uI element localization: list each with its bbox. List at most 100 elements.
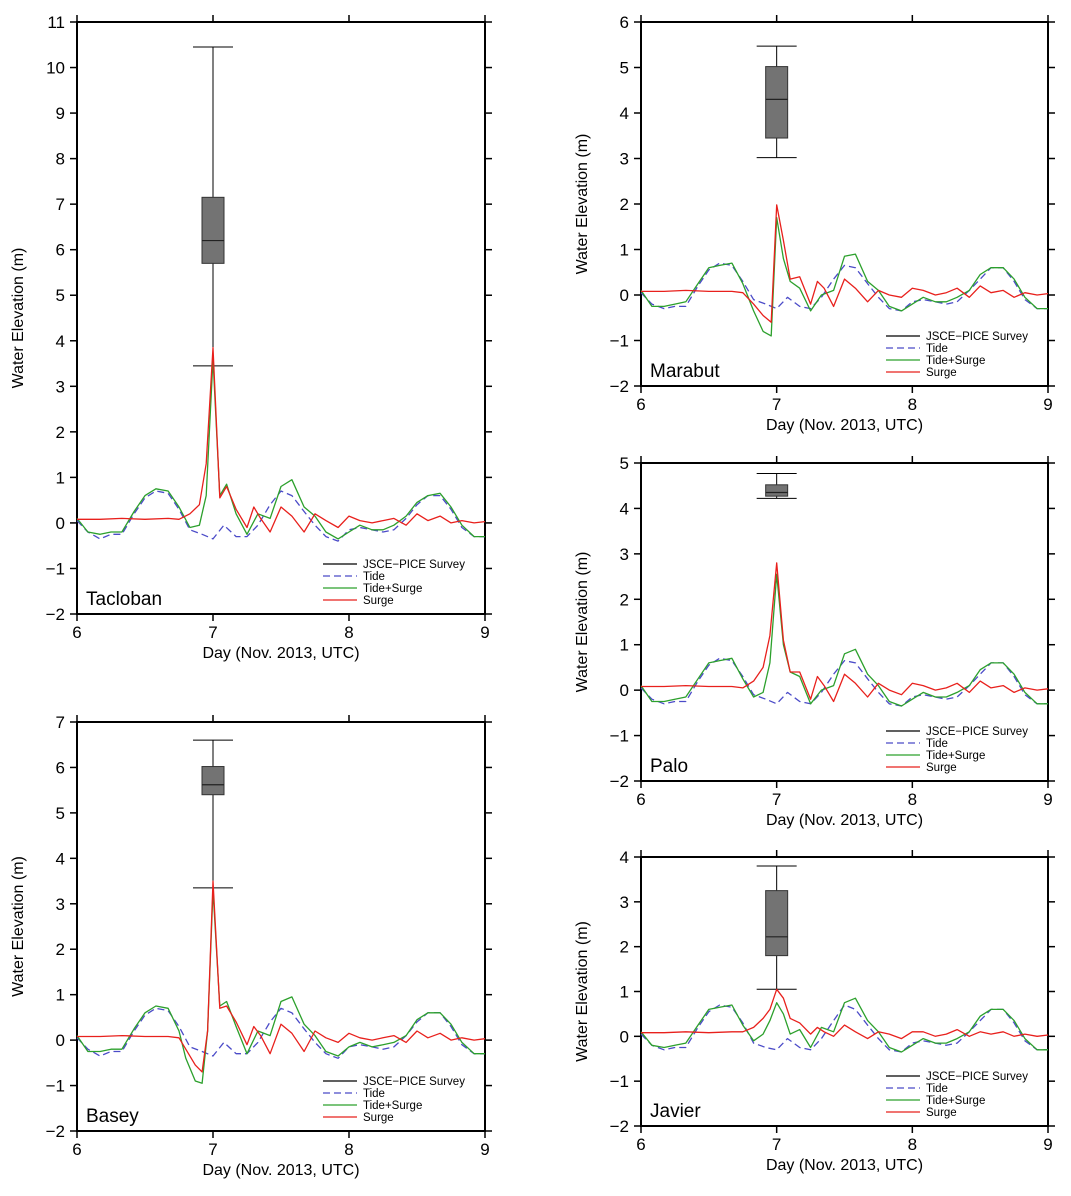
x-axis-label: Day (Nov. 2013, UTC) [766,1157,923,1174]
legend-label: Surge [363,595,394,607]
y-tick-label: 8 [56,150,65,169]
legend-label: Surge [926,762,957,774]
legend-label: Surge [926,1107,957,1119]
y-tick-label: 3 [56,895,65,914]
y-tick-label: 5 [620,59,629,78]
y-tick-label: 4 [620,104,629,123]
y-tick-label: 0 [620,286,629,305]
series-surge [77,880,486,1073]
y-tick-label: 1 [620,983,629,1002]
x-tick-label: 6 [72,1140,81,1159]
legend-label: Tide [926,738,948,750]
survey-boxplot [193,46,233,367]
legend-label: JSCE−PICE Survey [363,1076,465,1088]
survey-box [765,484,789,497]
survey-box [765,66,789,139]
series-surge [641,988,1049,1040]
station-name: Tacloban [86,589,162,610]
series-tide-plus-surge [76,889,485,1084]
x-tick-label: 7 [208,1140,217,1159]
y-tick-label: 2 [620,590,629,609]
plot-frame [640,856,1049,1127]
y-tick-label: 10 [46,59,65,78]
legend-label: Tide [926,1083,948,1095]
legend-label: Tide+Surge [926,750,985,762]
y-tick-label: −1 [46,1077,65,1096]
series-tide [76,1007,485,1059]
survey-boxplot [193,739,233,889]
x-tick-label: 8 [908,395,917,414]
x-tick-label: 7 [772,395,781,414]
series-tide [640,657,1048,707]
y-tick-label: 4 [620,848,629,867]
x-tick-label: 9 [1043,1135,1052,1154]
legend-label: Tide+Surge [363,1100,422,1112]
legend-label: Surge [926,367,957,379]
survey-box [201,196,225,264]
survey-boxplot [756,472,797,499]
station-name: Marabut [650,361,720,382]
y-tick-label: −2 [46,1122,65,1141]
survey-boxplot [756,45,797,159]
y-tick-label: 2 [620,938,629,957]
y-tick-label: 6 [620,13,629,32]
y-tick-label: 11 [47,13,65,32]
x-tick-label: 8 [344,623,353,642]
legend-label: JSCE−PICE Survey [363,559,465,571]
panel-palo: −2 −1 0 1 2 3 4 5 6 7 8 9 Day (Nov. 2013, UTC) Water … [574,454,1055,829]
y-tick-label: 3 [56,377,65,396]
y-tick-label: 4 [56,332,65,351]
station-name: Javier [650,1101,701,1122]
y-axis-label: Water Elevation (m) [574,921,591,1062]
y-tick-label: 1 [56,468,65,487]
x-axis-label: Day (Nov. 2013, UTC) [202,1162,359,1179]
y-tick-label: 1 [56,986,65,1005]
y-tick-label: 4 [620,499,629,518]
y-tick-label: 6 [56,241,65,260]
legend-label: Tide+Surge [363,583,422,595]
y-tick-label: 0 [620,1027,629,1046]
y-tick-label: −1 [46,559,65,578]
x-tick-label: 8 [908,1135,917,1154]
legend-label: JSCE−PICE Survey [926,331,1028,343]
y-tick-label: 0 [56,514,65,533]
y-tick-label: 5 [56,286,65,305]
x-tick-label: 8 [908,790,917,809]
y-axis-label: Water Elevation (m) [574,134,591,275]
y-axis-label: Water Elevation (m) [574,552,591,693]
y-tick-label: 1 [620,636,629,655]
x-tick-label: 9 [480,623,489,642]
survey-box [765,890,789,957]
legend-label: Tide+Surge [926,355,985,367]
y-tick-label: 0 [56,1031,65,1050]
plot-frame [76,721,486,1132]
panel-basey: −2 −1 0 1 2 3 4 5 6 7 6 7 8 9 Day (Nov. 2013, UTC) Wate… [10,713,492,1179]
y-tick-label: 7 [56,195,65,214]
legend-label: Surge [363,1112,394,1124]
legend-label: Tide [363,1088,385,1100]
series-tide-plus-surge [640,573,1048,707]
survey-box [201,766,225,796]
legend-label: Tide [363,571,385,583]
panel-javier: −2 −1 0 1 2 3 4 6 7 8 9 Day (Nov. 2013, UTC) Water E… [574,848,1055,1174]
series-tide [640,1004,1048,1053]
series-surge [641,562,1049,703]
series-tide-plus-surge [76,358,485,540]
y-tick-label: 0 [620,681,629,700]
y-tick-label: 3 [620,545,629,564]
y-tick-label: 7 [56,713,65,732]
legend-label: Tide [926,343,948,355]
plot-frame [76,21,486,615]
series-surge [641,204,1049,323]
y-tick-label: 6 [56,758,65,777]
y-tick-label: 5 [620,454,629,473]
y-tick-label: −2 [46,605,65,624]
station-name: Basey [86,1106,139,1127]
y-tick-label: 4 [56,849,65,868]
x-tick-label: 9 [1043,790,1052,809]
x-tick-label: 7 [772,1135,781,1154]
